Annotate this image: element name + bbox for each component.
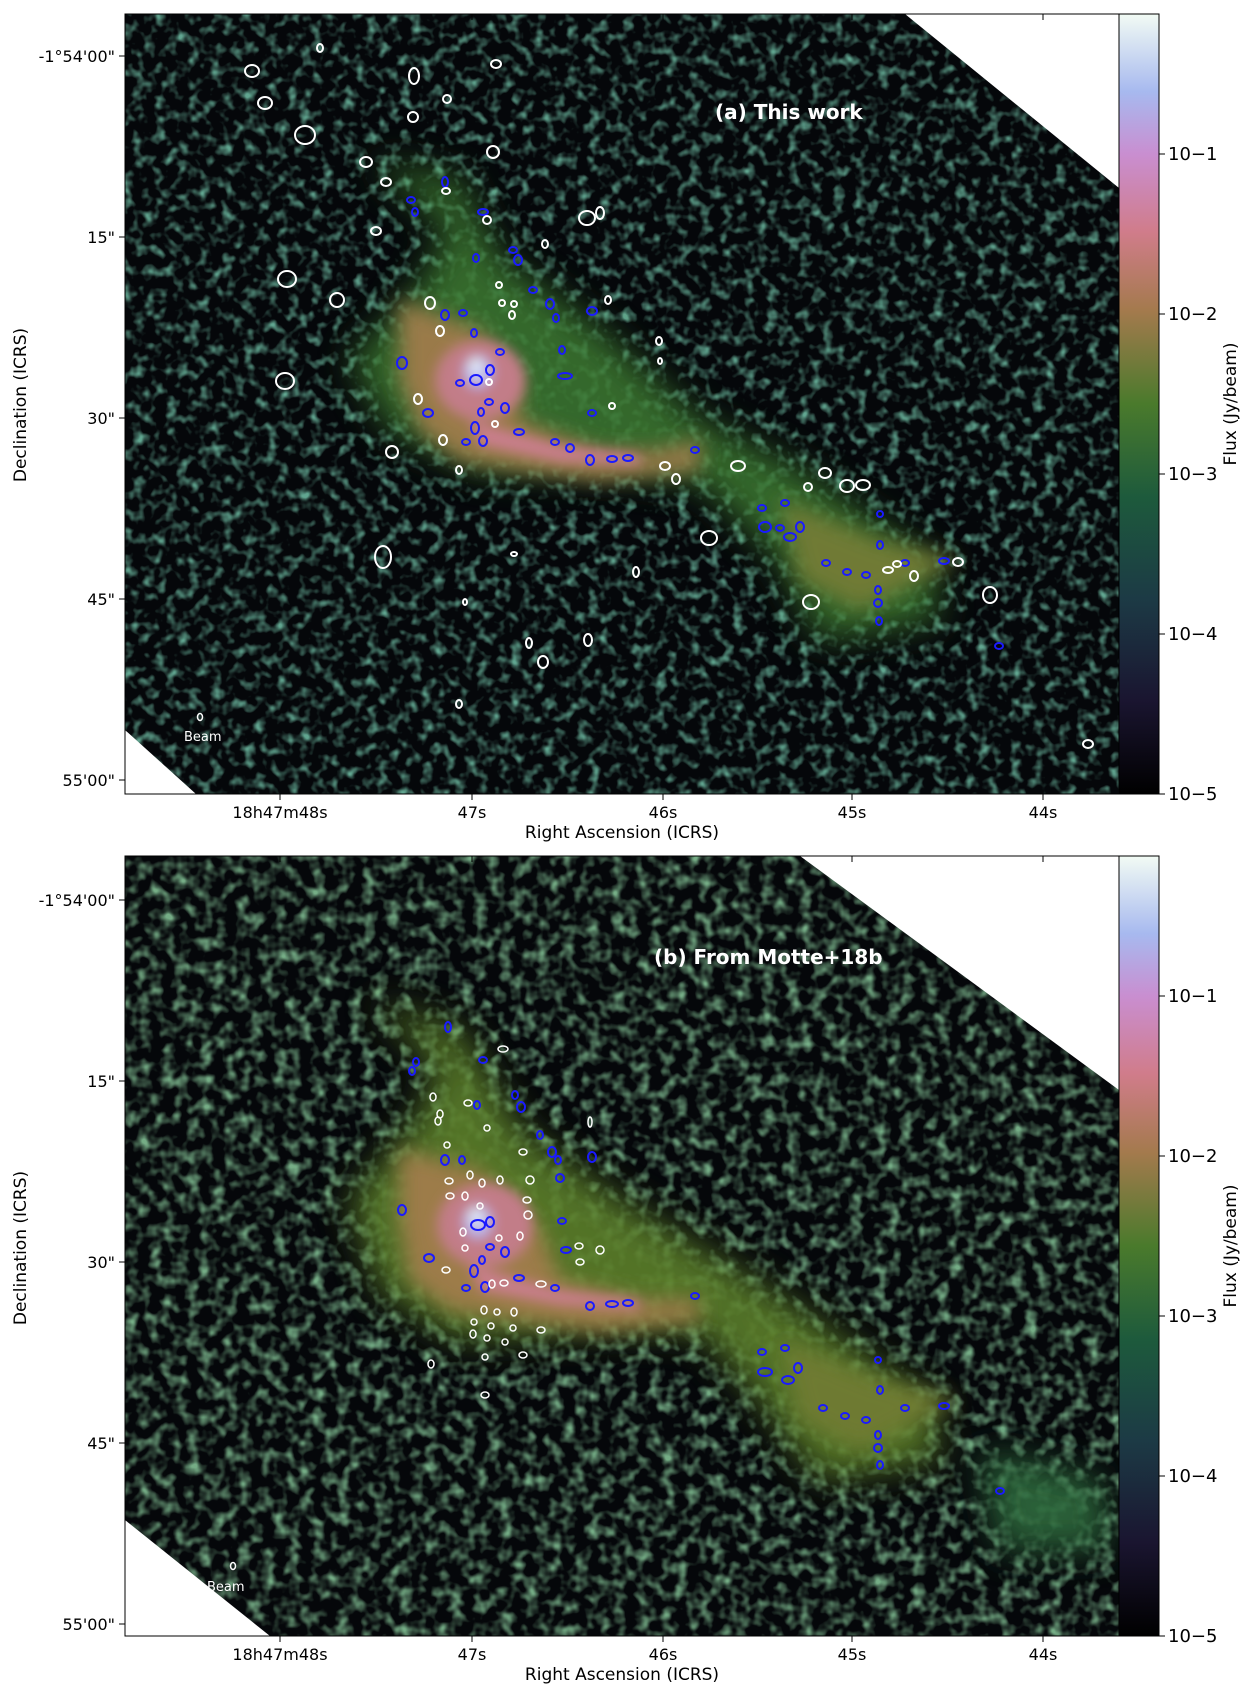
panel-a-ytick-3: 45" [87,590,115,609]
panel-a-xtick-4: 44s [1029,803,1058,822]
panel-b-xtick-2: 46s [649,1645,678,1664]
panel-a-ylabel: Declination (ICRS) [11,328,31,482]
panel-a-ytick-0: -1°54'00" [39,47,115,66]
panel-a-xtick-3: 45s [838,803,867,822]
panel-b-cbar-tick-4: 10−5 [1168,1626,1217,1647]
panel-a-title: (a) This work [715,100,863,124]
panel-b-beam-ellipse [229,1561,237,1571]
panel-b-cbar-tick-2: 10−3 [1168,1306,1217,1327]
panel-a-ytick-4: 55'00" [63,771,115,790]
panel-a-white-sources [244,43,1094,749]
panel-b-cbar-tick-0: 10−1 [1168,986,1217,1007]
panel-b-ytick-3: 45" [87,1434,115,1453]
panel-a-beam-label: Beam [184,730,222,745]
panel-a-xlabel: Right Ascension (ICRS) [525,823,719,843]
panel-b-xtick-0: 18h47m48s [232,1645,327,1664]
panel-b-xtick-3: 45s [838,1645,867,1664]
panel-a-y-axis [119,55,125,781]
panel-a-cbar-tick-2: 10−3 [1168,464,1217,485]
panel-b-title: (b) From Motte+18b [654,945,883,969]
panel-b-cbar-tick-1: 10−2 [1168,1146,1217,1167]
panel-b-ytick-2: 30" [87,1253,115,1272]
panel-a-colorbar: 10−1 10−2 10−3 10−4 10−5 Flux (Jy/beam) [1118,13,1241,805]
panel-a-blue-sources [396,176,1004,650]
panel-a-x-axis [279,14,1044,800]
panel-b-y-axis [119,899,125,1625]
panel-b-colorbar: 10−1 10−2 10−3 10−4 10−5 Flux (Jy/beam) [1118,855,1241,1647]
panel-a-ytick-1: 15" [87,228,115,247]
panel-a-cbar-tick-1: 10−2 [1168,304,1217,325]
panel-b-ytick-4: 55'00" [63,1615,115,1634]
panel-b-xlabel: Right Ascension (ICRS) [525,1665,719,1685]
panel-a-cbar-tick-0: 10−1 [1168,144,1217,165]
panel-b-ytick-1: 15" [87,1072,115,1091]
panel-a-cbar-tick-3: 10−4 [1168,624,1217,645]
panel-b-cbar-tick-3: 10−4 [1168,1466,1217,1487]
panel-a-beam-ellipse [196,712,204,722]
panel-b: Beam (b) From Motte+18b -1°54'00" 15" 30… [11,855,1241,1685]
panel-b-xtick-1: 47s [458,1645,487,1664]
panel-a-ytick-2: 30" [87,409,115,428]
panel-b-white-sources [427,1045,605,1399]
panel-b-x-axis [279,856,1044,1642]
panel-a-cbar-tick-4: 10−5 [1168,784,1217,805]
panel-a-xtick-2: 46s [649,803,678,822]
panel-b-ytick-0: -1°54'00" [39,891,115,910]
panel-b-image: Beam (b) From Motte+18b [125,856,1119,1636]
panel-b-cbar-label: Flux (Jy/beam) [1221,1184,1241,1307]
panel-b-ylabel: Declination (ICRS) [11,1171,31,1325]
panel-a-xtick-0: 18h47m48s [232,803,327,822]
panel-a-image: Beam (a) This work [125,14,1119,794]
panel-b-xtick-4: 44s [1029,1645,1058,1664]
panel-a-xtick-1: 47s [458,803,487,822]
panel-a-cbar-label: Flux (Jy/beam) [1221,342,1241,465]
panel-a: Beam (a) This work -1°54'00" 15" 30" 45"… [11,13,1241,843]
panel-b-beam-label: Beam [207,1580,245,1595]
panel-b-blue-sources [397,1021,1005,1495]
